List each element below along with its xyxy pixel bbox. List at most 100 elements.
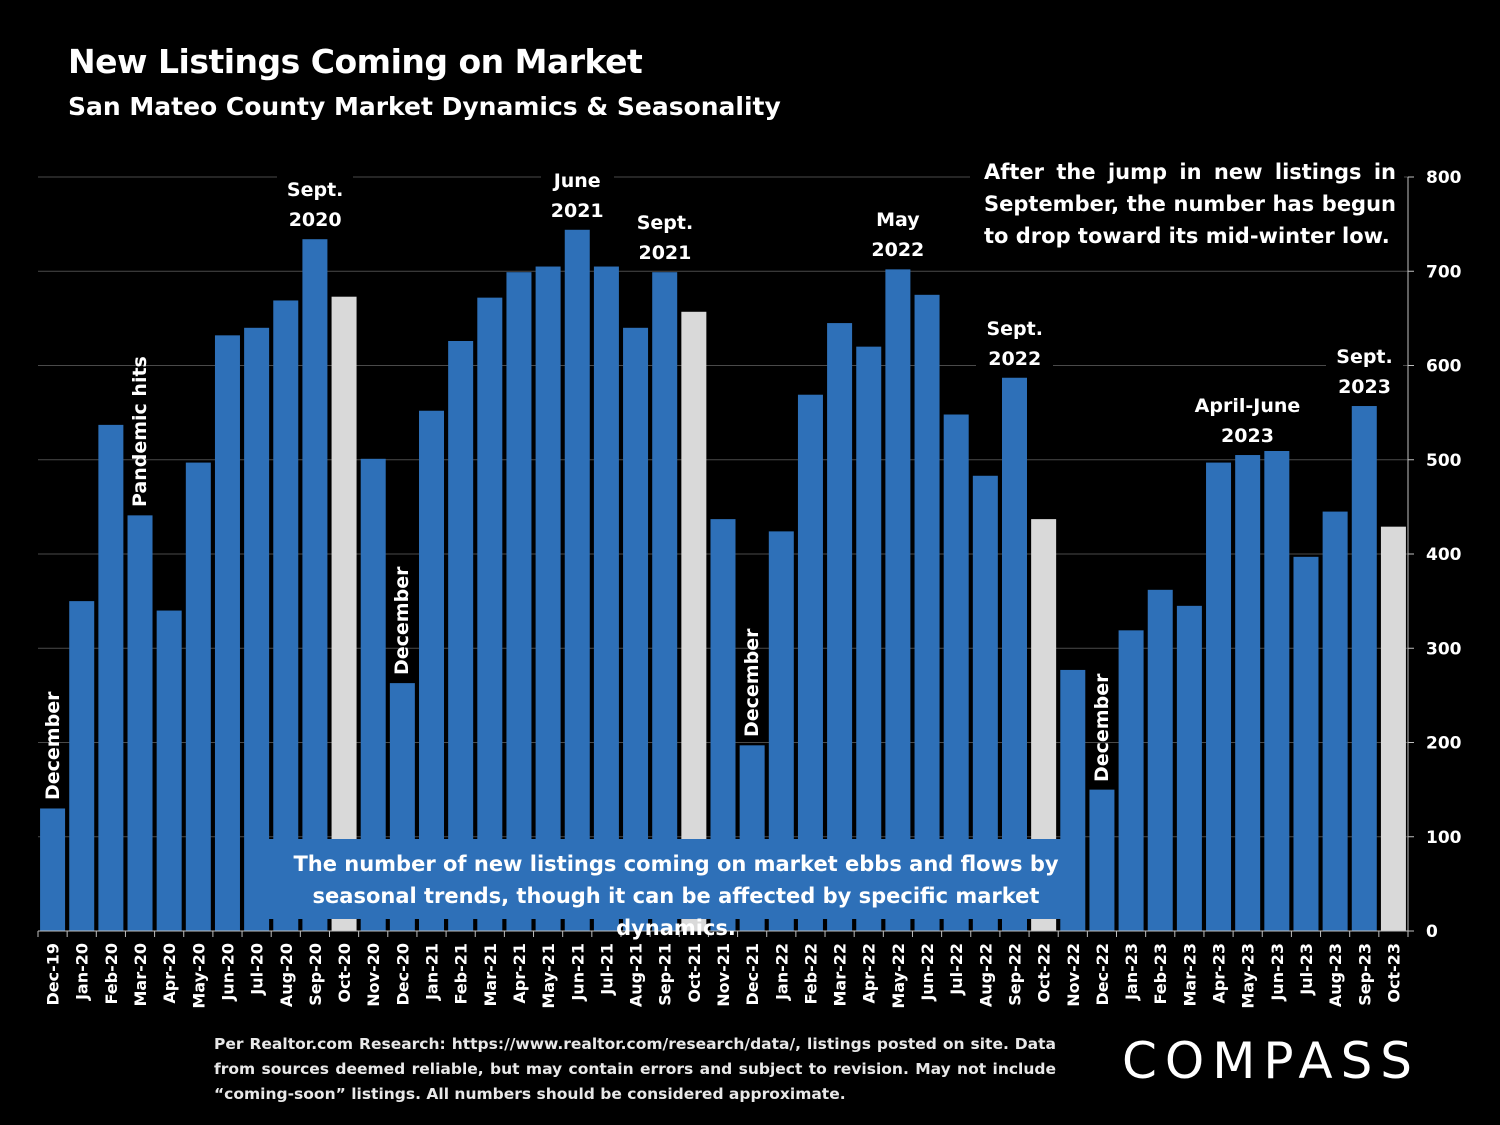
annotation-peak: May 2022 [861,205,935,266]
bar-jan-20 [69,601,95,931]
bar-jan-23 [1118,630,1144,931]
y-tick-label: 100 [1426,828,1462,848]
x-tick-label: Sep-23 [1355,943,1374,1006]
bar-oct-20 [331,296,357,931]
annotation-line: April-June [1194,395,1301,418]
bar-may-23 [1235,455,1261,931]
x-tick-label: Jul-20 [248,943,267,996]
x-tick-label: Sep-20 [306,943,325,1006]
bar-sep-23 [1351,406,1377,932]
x-tick-label: Jul-21 [597,943,616,996]
annotation-line: May [876,209,920,232]
x-tick-label: Feb-23 [1151,943,1170,1005]
bar-may-22 [885,269,911,931]
chart-title: New Listings Coming on Market [68,42,643,81]
x-tick-label: Jun-22 [918,943,937,1002]
y-tick-label: 700 [1426,262,1462,282]
annotation-peak: June 2021 [540,165,614,226]
x-tick-label: Jun-20 [218,943,237,1002]
annotation-line: 2023 [1338,376,1391,399]
x-tick-label: Dec-20 [393,943,412,1006]
bar-mar-22 [827,323,853,931]
annotation-line: Sept. [986,317,1043,340]
x-tick-label: May-20 [189,943,208,1009]
bar-mar-21 [477,297,503,931]
x-tick-label: Oct-22 [1035,943,1054,1003]
bar-mar-23 [1176,605,1202,931]
annotation-peak: Sept. 2023 [1326,342,1403,403]
bar-jul-20 [244,327,270,931]
source-footnote: Per Realtor.com Research: https://www.re… [214,1035,1056,1103]
x-tick-label: Jan-20 [73,943,92,1001]
annotation-vertical: December [391,566,414,676]
annotation-peak: April-June 2023 [1184,391,1311,452]
x-tick-label: May-23 [1239,943,1258,1009]
x-tick-label: Dec-22 [1093,943,1112,1006]
annotation-line: Sept. [1336,346,1393,369]
x-tick-label: Jul-23 [1297,943,1316,996]
x-tick-label: Jul-22 [947,943,966,996]
x-tick-label: Apr-22 [860,943,879,1004]
bar-dec-22 [1089,789,1115,931]
bottom-note-box: The number of new listings coming on mar… [267,839,1085,940]
bar-feb-21 [448,340,474,931]
x-tick-label: Nov-22 [1064,943,1083,1007]
y-tick-label: 600 [1426,357,1462,377]
annotation-line: 2021 [550,199,604,222]
x-tick-label: Dec-19 [44,943,63,1006]
annotation-line: Sept. [636,212,694,235]
x-tick-label: May-22 [889,943,908,1009]
x-tick-label: Apr-23 [1210,943,1229,1004]
x-tick-label: Sep-21 [656,943,675,1006]
chart-subtitle: San Mateo County Market Dynamics & Seaso… [68,92,781,121]
bar-may-21 [535,266,561,932]
y-tick-label: 500 [1426,451,1462,471]
x-tick-label: Dec-21 [743,943,762,1006]
bar-feb-23 [1147,589,1173,931]
y-tick-label: 200 [1426,734,1462,754]
x-tick-label: Feb-21 [452,943,471,1005]
y-tick-label: 400 [1426,545,1462,565]
bar-mar-20 [127,515,153,931]
bar-feb-20 [98,424,124,931]
annotation-line: Sept. [286,179,344,202]
x-tick-label: Jun-21 [568,943,587,1002]
y-tick-label: 300 [1426,639,1462,659]
x-tick-label: Oct-23 [1384,943,1403,1003]
compass-logo: COMPASS [1122,1032,1421,1090]
y-tick-label: 0 [1426,922,1438,942]
annotation-peak: Sept. 2022 [976,313,1053,374]
annotation-vertical: December [741,628,764,738]
bar-apr-21 [506,272,532,931]
bar-apr-22 [856,346,882,931]
x-tick-label: Aug-20 [277,943,296,1007]
x-tick-label: Oct-21 [685,943,704,1003]
bar-oct-23 [1380,526,1406,931]
annotation-line: 2022 [988,347,1042,370]
bar-jun-22 [914,294,940,931]
annotation-line: 2023 [1221,425,1274,448]
bar-sep-21 [652,272,678,931]
bar-sep-20 [302,239,328,931]
x-tick-label: Sep-22 [1005,943,1024,1006]
x-tick-label: Nov-21 [714,943,733,1007]
x-tick-label: May-21 [539,943,558,1009]
annotation-peak: Sept. 2020 [276,175,354,236]
bar-apr-20 [156,610,182,931]
bar-jul-21 [593,266,619,932]
x-tick-label: Aug-21 [627,943,646,1007]
bottom-note-line-1: The number of new listings coming on mar… [293,852,1059,876]
x-tick-label: Aug-23 [1326,943,1345,1007]
x-tick-label: Feb-22 [801,943,820,1005]
x-tick-label: Jan-22 [772,943,791,1001]
bar-aug-20 [273,300,299,931]
x-tick-label: Jun-23 [1268,943,1287,1002]
bar-aug-21 [623,327,649,931]
bar-oct-21 [681,311,707,932]
x-tick-label: Mar-23 [1180,943,1199,1007]
bar-jul-23 [1293,556,1319,931]
x-tick-label: Feb-20 [102,943,121,1005]
x-tick-label: Oct-20 [335,943,354,1003]
x-tick-label: Mar-20 [131,943,150,1007]
